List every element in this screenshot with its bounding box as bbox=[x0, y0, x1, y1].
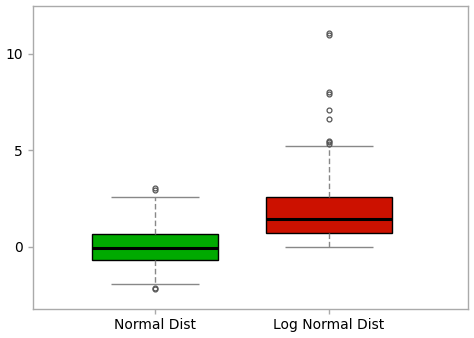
Bar bbox=[92, 234, 218, 260]
Bar bbox=[266, 197, 392, 234]
